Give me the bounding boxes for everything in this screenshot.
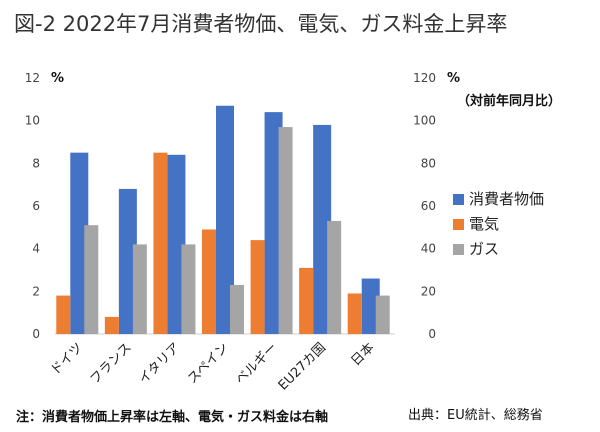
right-tick-label: 80 [421,156,436,170]
legend-swatch [453,244,464,255]
right-axis-unit: % [447,71,460,86]
right-tick-label: 120 [413,71,436,85]
category-label: 日本 [349,340,378,369]
bar-electricity [250,240,265,334]
category-label: ドイツ [48,340,86,378]
bar-gas [278,127,293,334]
source-credit: 出典：EU統計、総務省 [408,408,543,423]
bar-cpi [313,124,332,334]
bar-gas [230,284,244,334]
right-tick-label: 40 [421,242,436,256]
left-tick-label: 6 [32,199,40,213]
bar-electricity [56,295,71,334]
bar-gas [84,225,99,334]
left-tick-label: 4 [32,242,40,256]
right-tick-label: 20 [421,284,436,298]
legend-label: 電気 [469,215,499,233]
bar-electricity [299,267,314,334]
category-label: スペイン [185,340,232,387]
bar-cpi [167,154,186,334]
right-tick-label: 100 [413,114,436,128]
left-tick-label: 8 [32,156,40,170]
left-tick-label: 12 [25,71,40,85]
right-tick-label: 60 [421,199,436,213]
chart-title: 図-2 2022年7月消費者物価、電気、ガス料金上昇率 [14,12,508,36]
legend-swatch [453,194,464,205]
bar-electricity [153,152,168,334]
axis-note: 注：消費者物価上昇率は左軸、電気・ガス料金は右軸 [16,410,329,425]
category-label: フランス [87,340,134,387]
bar-cpi [70,152,89,334]
bar-electricity [104,316,119,334]
legend-swatch [453,219,464,230]
bar-gas [181,244,196,334]
bar-cpi [264,112,283,334]
left-axis-unit: % [51,71,64,86]
bar-cpi [216,105,234,334]
right-axis-sublabel: （対前年同月比） [457,93,561,109]
category-label: ベルギー [233,340,280,387]
bar-gas [132,244,147,334]
left-tick-label: 0 [32,327,40,341]
bar-electricity [347,293,362,334]
bars-layer [56,105,390,334]
left-tick-label: 2 [32,284,40,298]
bar-gas [327,220,342,334]
right-tick-label: 0 [428,327,436,341]
bar-cpi [118,188,137,334]
category-label: イタリア [136,340,183,387]
bar-electricity [202,229,216,334]
legend-label: ガス [469,240,499,258]
category-label: EU27カ国 [276,340,329,393]
legend-label: 消費者物価 [469,190,544,208]
bar-cpi [361,278,380,334]
bar-gas [375,295,390,334]
left-tick-label: 10 [25,114,40,128]
